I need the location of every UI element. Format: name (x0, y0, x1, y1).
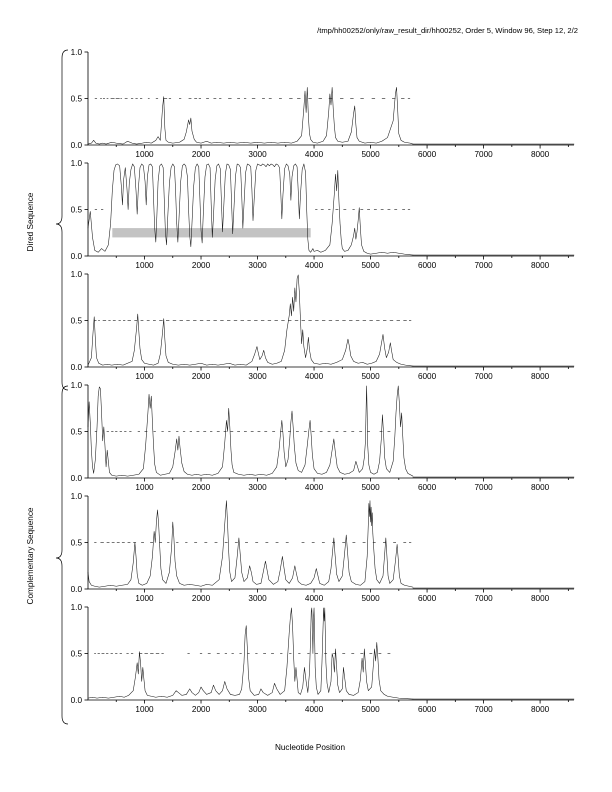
x-tick-label: 3000 (248, 594, 267, 603)
x-tick-label: 8000 (531, 594, 550, 603)
y-tick-label: 0.5 (71, 95, 83, 104)
x-tick-label: 8000 (531, 483, 550, 492)
x-tick-label: 1000 (135, 372, 154, 381)
x-tick-label: 7000 (474, 372, 493, 381)
x-tick-label: 1000 (135, 594, 154, 603)
y-tick-label: 1.0 (71, 159, 83, 168)
x-tick-label: 5000 (361, 705, 380, 714)
y-tick-label: 1.0 (71, 492, 83, 501)
x-tick-label: 3000 (248, 372, 267, 381)
x-tick-label: 5000 (361, 372, 380, 381)
x-tick-label: 2000 (192, 261, 211, 270)
x-tick-label: 4000 (305, 594, 324, 603)
y-tick-label: 0.5 (71, 428, 83, 437)
data-trace (87, 274, 414, 367)
y-axis-label-direct: Dired Sequence (26, 192, 35, 251)
x-tick-label: 7000 (474, 705, 493, 714)
x-axis-label: Nucleotide Position (275, 743, 346, 752)
x-tick-label: 4000 (305, 483, 324, 492)
x-tick-label: 1000 (135, 150, 154, 159)
region-highlight-bar (112, 228, 311, 238)
x-tick-label: 1000 (135, 483, 154, 492)
x-tick-label: 3000 (248, 150, 267, 159)
x-tick-label: 3000 (248, 705, 267, 714)
data-trace (87, 500, 414, 588)
y-tick-label: 0.5 (71, 206, 83, 215)
y-tick-label: 0.5 (71, 539, 83, 548)
y-tick-label: 1.0 (71, 48, 83, 57)
panel-complement-frame-1: 0.0 0.5 1.0 1000 2000 3000 4000 5000 6000 7000 800… (71, 381, 575, 492)
x-tick-label: 8000 (531, 261, 550, 270)
y-tick-label: 0.0 (71, 363, 83, 372)
panel-direct-frame-3: 0.0 0.5 1.0 1000 2000 3000 4000 5000 6000 7000 800… (71, 270, 575, 381)
x-tick-label: 1000 (135, 261, 154, 270)
x-tick-label: 7000 (474, 594, 493, 603)
x-tick-label: 7000 (474, 483, 493, 492)
y-tick-label: 0.0 (71, 696, 83, 705)
x-tick-label: 4000 (305, 372, 324, 381)
x-tick-label: 2000 (192, 372, 211, 381)
y-tick-label: 0.5 (71, 317, 83, 326)
x-tick-label: 8000 (531, 372, 550, 381)
y-tick-label: 0.5 (71, 650, 83, 659)
y-tick-label: 0.0 (71, 474, 83, 483)
x-tick-label: 6000 (418, 483, 437, 492)
x-tick-label: 6000 (418, 150, 437, 159)
y-tick-label: 0.0 (71, 585, 83, 594)
x-tick-label: 2000 (192, 594, 211, 603)
data-trace (87, 607, 414, 700)
x-tick-label: 3000 (248, 261, 267, 270)
group-brace-direct (55, 49, 69, 391)
y-tick-label: 1.0 (71, 603, 83, 612)
x-tick-label: 6000 (418, 705, 437, 714)
panel-complement-frame-2: 0.0 0.5 1.0 1000 2000 3000 4000 5000 6000 7000 800… (71, 492, 575, 603)
x-tick-label: 1000 (135, 705, 154, 714)
y-tick-label: 0.0 (71, 141, 83, 150)
panel-direct-frame-2: 0.0 0.5 1.0 1000 2000 3000 4000 5000 6000 7000 800… (71, 159, 575, 270)
x-tick-label: 8000 (531, 150, 550, 159)
y-tick-label: 1.0 (71, 270, 83, 279)
x-tick-label: 5000 (361, 594, 380, 603)
x-tick-label: 7000 (474, 150, 493, 159)
data-trace (87, 163, 414, 256)
y-tick-label: 1.0 (71, 381, 83, 390)
x-tick-label: 6000 (418, 594, 437, 603)
x-tick-label: 7000 (474, 261, 493, 270)
data-trace (87, 87, 414, 145)
panel-direct-frame-1: 0.0 0.5 1.0 1000 2000 3000 4000 5000 6000 7000 800… (71, 48, 575, 159)
group-brace-complementary (55, 385, 69, 725)
x-tick-label: 2000 (192, 483, 211, 492)
x-tick-label: 6000 (418, 261, 437, 270)
x-tick-label: 5000 (361, 150, 380, 159)
y-axis-label-complementary: Complementary Sequence (26, 507, 35, 604)
data-trace (87, 385, 414, 477)
panel-complement-frame-3: 0.0 0.5 1.0 1000 2000 3000 4000 5000 6000 7000 800… (71, 603, 575, 714)
x-tick-label: 5000 (361, 261, 380, 270)
x-tick-label: 3000 (248, 483, 267, 492)
y-tick-label: 0.0 (71, 252, 83, 261)
x-tick-label: 8000 (531, 705, 550, 714)
panels-group: 0.0 0.5 1.0 1000 2000 3000 4000 5000 6000 7000 800… (71, 48, 575, 714)
x-tick-label: 2000 (192, 705, 211, 714)
x-tick-label: 4000 (305, 261, 324, 270)
x-tick-label: 2000 (192, 150, 211, 159)
figure-title: /tmp/hh00252/only/raw_result_dir/hh00252… (317, 26, 578, 35)
x-tick-label: 4000 (305, 150, 324, 159)
x-tick-label: 5000 (361, 483, 380, 492)
x-tick-label: 4000 (305, 705, 324, 714)
x-tick-label: 6000 (418, 372, 437, 381)
